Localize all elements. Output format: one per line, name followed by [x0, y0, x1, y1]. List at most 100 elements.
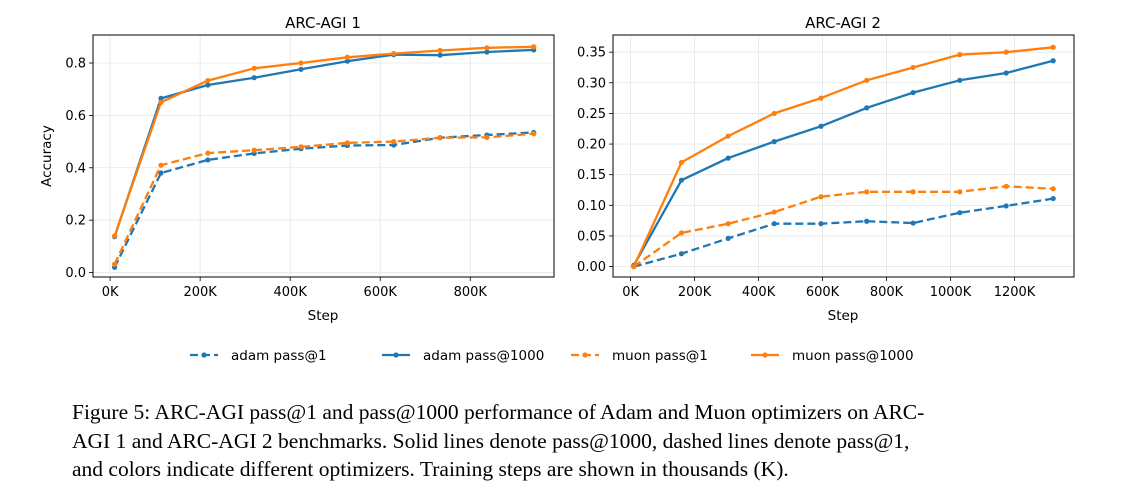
caption-line: and colors indicate different optimizers… [72, 457, 789, 481]
data-point [205, 157, 211, 163]
chart-title: ARC-AGI 2 [805, 14, 881, 32]
legend-label: adam pass@1000 [423, 348, 544, 364]
data-point [205, 77, 211, 84]
data-point [678, 177, 685, 183]
data-point [1050, 186, 1056, 192]
data-point [910, 64, 916, 71]
data-point [910, 189, 916, 195]
x-axis-label: Step [308, 308, 339, 324]
figure-caption: Figure 5: ARC-AGI pass@1 and pass@1000 p… [72, 398, 1072, 484]
data-point [864, 77, 870, 83]
data-point [112, 261, 118, 267]
data-point [818, 221, 824, 227]
y-tick-label: 0.20 [577, 138, 606, 153]
legend-entry: adam pass@1 [190, 348, 327, 364]
data-point [158, 99, 164, 105]
x-tick-label: 200K [678, 285, 712, 300]
x-tick-label: 400K [274, 285, 308, 300]
legend-marker [762, 352, 768, 358]
data-point [1003, 70, 1009, 76]
legend-label: muon pass@1000 [792, 348, 914, 364]
data-point [864, 105, 870, 111]
series-line [113, 131, 534, 268]
series-muon-pass-1000 [631, 44, 1056, 270]
data-point [725, 133, 731, 139]
data-point [298, 60, 304, 66]
x-axis-label: Step [828, 308, 859, 324]
legend-marker [393, 352, 399, 358]
data-point [771, 139, 777, 145]
legend-entry: adam pass@1000 [382, 348, 544, 364]
data-point [818, 123, 824, 129]
data-point [957, 52, 963, 58]
data-point [437, 135, 443, 141]
data-point [391, 50, 397, 57]
data-point [1050, 44, 1056, 50]
data-point [725, 155, 731, 161]
data-point [531, 131, 537, 137]
series-muon-pass-1 [112, 131, 537, 267]
series-adam-pass-1 [112, 129, 537, 270]
y-tick-label: 0.15 [577, 168, 606, 183]
data-point [910, 220, 916, 226]
data-point [864, 218, 870, 224]
legend: adam pass@1 adam pass@1000 muon pass@1 muon… [190, 348, 914, 364]
data-point [484, 134, 490, 141]
series-line [113, 132, 534, 265]
data-point [957, 189, 963, 195]
data-point [910, 89, 916, 96]
data-point [484, 49, 490, 55]
y-tick-label: 0.0 [65, 266, 86, 281]
x-tick-label: 1000K [930, 285, 972, 300]
x-tick-label: 200K [183, 285, 217, 300]
data-point [344, 54, 350, 60]
x-tick-label: 600K [806, 285, 840, 300]
series-line [632, 46, 1054, 268]
y-tick-label: 0.25 [577, 107, 606, 122]
data-point [957, 210, 963, 216]
y-tick-label: 0.05 [577, 229, 606, 244]
y-tick-label: 0.30 [577, 76, 606, 91]
x-tick-label: 1200K [994, 285, 1036, 300]
data-point [158, 162, 164, 168]
data-point [771, 221, 777, 227]
legend-marker [201, 352, 207, 358]
plot-frame [612, 34, 1075, 278]
y-tick-label: 0.6 [65, 109, 86, 124]
data-point [818, 95, 824, 101]
data-point [1050, 195, 1056, 202]
series-line [113, 48, 534, 238]
series-muon-pass-1000 [112, 44, 537, 239]
legend-label: adam pass@1 [231, 348, 327, 364]
data-point [158, 170, 164, 176]
y-tick-label: 0.35 [577, 46, 606, 61]
legend-entry: muon pass@1 [571, 348, 708, 364]
data-point [298, 66, 304, 72]
y-tick-label: 0.2 [65, 214, 86, 229]
gridlines [93, 35, 554, 277]
y-axis-label: Accuracy [39, 125, 55, 187]
y-tick-label: 0.8 [65, 57, 86, 72]
series-line [632, 59, 1054, 266]
data-point [158, 95, 164, 101]
data-point [1003, 49, 1009, 55]
data-point [344, 58, 350, 64]
x-tick-label: 0K [102, 285, 119, 300]
data-point [725, 221, 731, 227]
data-point [771, 209, 777, 215]
data-point [1050, 58, 1056, 64]
series-adam-pass-1000 [112, 47, 537, 240]
y-tick-label: 0.4 [65, 161, 86, 176]
data-point [725, 235, 731, 242]
x-tick-label: 0K [622, 285, 639, 300]
x-tick-label: 600K [364, 285, 398, 300]
series-line [633, 185, 1054, 268]
y-tick-label: 0.00 [577, 260, 606, 275]
chart-arc-agi-1: ARC-AGI 1 Step Accuracy 0K 200K 400K 600K 80… [39, 14, 555, 324]
chart-title: ARC-AGI 1 [285, 14, 361, 32]
legend-marker [582, 352, 588, 358]
data-point [771, 110, 777, 117]
legend-entry: muon pass@1000 [751, 348, 914, 364]
data-point [531, 44, 537, 50]
x-tick-label: 800K [870, 285, 904, 300]
